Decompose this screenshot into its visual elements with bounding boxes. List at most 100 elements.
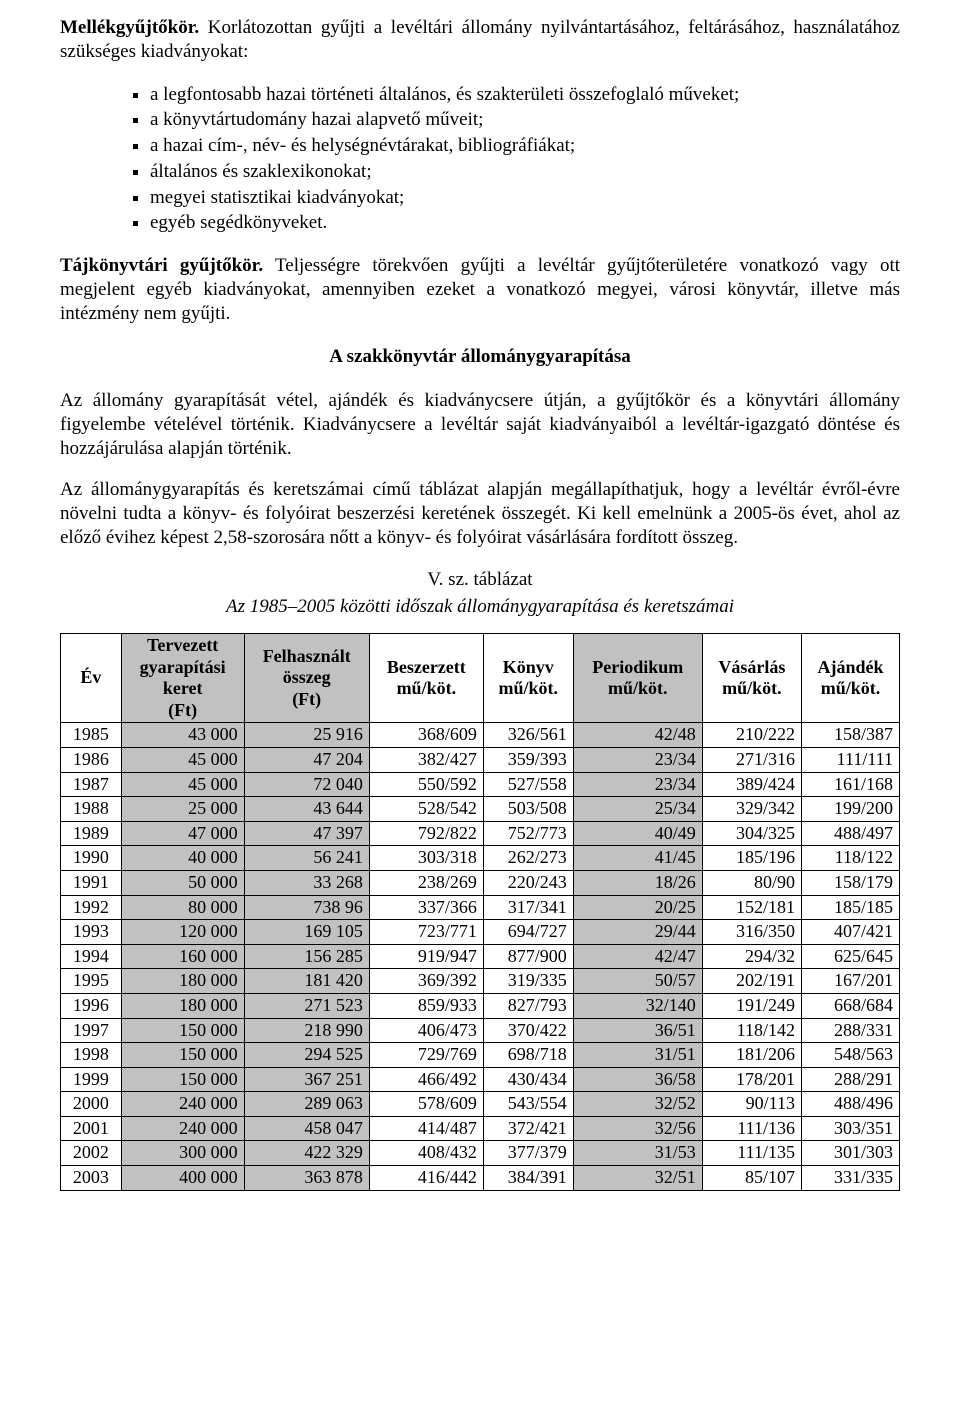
table-cell: 329/342 (702, 797, 801, 822)
table-cell: 698/718 (483, 1043, 573, 1068)
table-row: 198543 00025 916368/609326/56142/48210/2… (61, 723, 900, 748)
table-cell: 169 105 (244, 920, 369, 945)
table-cell: 458 047 (244, 1116, 369, 1141)
table-number: V. sz. táblázat (60, 568, 900, 592)
list-item: megyei statisztikai kiadványokat; (150, 185, 900, 211)
table-cell: 859/933 (369, 993, 483, 1018)
table-cell: 271 523 (244, 993, 369, 1018)
para-gyarapitas-2: Az állománygyarapítás és keretszámai cím… (60, 478, 900, 549)
table-cell: 42/48 (573, 723, 702, 748)
table-cell: 45 000 (121, 772, 244, 797)
table-cell: 178/201 (702, 1067, 801, 1092)
table-cell: 32/56 (573, 1116, 702, 1141)
table-cell: 31/53 (573, 1141, 702, 1166)
table-cell: 47 000 (121, 821, 244, 846)
table-cell: 503/508 (483, 797, 573, 822)
table-header-cell: Könyvmű/köt. (483, 634, 573, 723)
table-row: 198745 00072 040550/592527/55823/34389/4… (61, 772, 900, 797)
table-cell: 20/25 (573, 895, 702, 920)
table-cell: 72 040 (244, 772, 369, 797)
table-cell: 372/421 (483, 1116, 573, 1141)
table-cell: 528/542 (369, 797, 483, 822)
section-heading: A szakkönyvtár állománygyarapítása (60, 345, 900, 369)
table-cell: 220/243 (483, 870, 573, 895)
table-cell: 111/136 (702, 1116, 801, 1141)
table-cell: 369/392 (369, 969, 483, 994)
table-cell: 36/58 (573, 1067, 702, 1092)
table-cell: 416/442 (369, 1166, 483, 1191)
para1-lead: Mellékgyűjtőkör. (60, 17, 199, 38)
table-cell: 1990 (61, 846, 122, 871)
table-cell: 23/34 (573, 772, 702, 797)
table-cell: 18/26 (573, 870, 702, 895)
table-header-row: ÉvTervezettgyarapításikeret(Ft)Felhaszná… (61, 634, 900, 723)
table-cell: 150 000 (121, 1043, 244, 1068)
table-cell: 694/727 (483, 920, 573, 945)
table-cell: 160 000 (121, 944, 244, 969)
table-cell: 389/424 (702, 772, 801, 797)
table-cell: 238/269 (369, 870, 483, 895)
table-header-cell: Beszerzettmű/köt. (369, 634, 483, 723)
table-cell: 304/325 (702, 821, 801, 846)
table-cell: 1996 (61, 993, 122, 1018)
list-item: a könyvtártudomány hazai alapvető műveit… (150, 107, 900, 133)
table-row: 1994160 000156 285919/947877/90042/47294… (61, 944, 900, 969)
table-cell: 2003 (61, 1166, 122, 1191)
table-cell: 40/49 (573, 821, 702, 846)
table-cell: 50/57 (573, 969, 702, 994)
table-cell: 289 063 (244, 1092, 369, 1117)
table-cell: 85/107 (702, 1166, 801, 1191)
table-cell: 752/773 (483, 821, 573, 846)
table-header-cell: Vásárlásmű/köt. (702, 634, 801, 723)
table-cell: 32/52 (573, 1092, 702, 1117)
table-cell: 2001 (61, 1116, 122, 1141)
list-mellek: a legfontosabb hazai történeti általános… (60, 82, 900, 237)
table-cell: 161/168 (801, 772, 899, 797)
table-cell: 1987 (61, 772, 122, 797)
table-cell: 158/179 (801, 870, 899, 895)
table-cell: 384/391 (483, 1166, 573, 1191)
table-cell: 120 000 (121, 920, 244, 945)
table-cell: 488/497 (801, 821, 899, 846)
table-cell: 156 285 (244, 944, 369, 969)
table-cell: 40 000 (121, 846, 244, 871)
table-cell: 41/45 (573, 846, 702, 871)
table-cell: 210/222 (702, 723, 801, 748)
table-cell: 180 000 (121, 969, 244, 994)
table-row: 2001240 000458 047414/487372/42132/56111… (61, 1116, 900, 1141)
table-cell: 288/291 (801, 1067, 899, 1092)
table-cell: 47 204 (244, 747, 369, 772)
table-cell: 406/473 (369, 1018, 483, 1043)
table-cell: 2002 (61, 1141, 122, 1166)
table-cell: 25 000 (121, 797, 244, 822)
table-cell: 1992 (61, 895, 122, 920)
table-cell: 317/341 (483, 895, 573, 920)
table-cell: 422 329 (244, 1141, 369, 1166)
list-item: a legfontosabb hazai történeti általános… (150, 82, 900, 108)
table-cell: 111/135 (702, 1141, 801, 1166)
table-cell: 42/47 (573, 944, 702, 969)
table-cell: 1999 (61, 1067, 122, 1092)
table-cell: 400 000 (121, 1166, 244, 1191)
table-cell: 527/558 (483, 772, 573, 797)
table-cell: 167/201 (801, 969, 899, 994)
table-header-cell: Tervezettgyarapításikeret(Ft) (121, 634, 244, 723)
table-cell: 80/90 (702, 870, 801, 895)
table-row: 198825 00043 644528/542503/50825/34329/3… (61, 797, 900, 822)
table-cell: 2000 (61, 1092, 122, 1117)
table-cell: 1994 (61, 944, 122, 969)
table-cell: 185/196 (702, 846, 801, 871)
table-cell: 301/303 (801, 1141, 899, 1166)
table-cell: 668/684 (801, 993, 899, 1018)
table-cell: 25/34 (573, 797, 702, 822)
table-cell: 430/434 (483, 1067, 573, 1092)
table-header-cell: Periodikummű/köt. (573, 634, 702, 723)
table-cell: 111/111 (801, 747, 899, 772)
table-cell: 408/432 (369, 1141, 483, 1166)
table-header-cell: Év (61, 634, 122, 723)
table-cell: 729/769 (369, 1043, 483, 1068)
list-item: általános és szaklexikonokat; (150, 159, 900, 185)
table-cell: 738 96 (244, 895, 369, 920)
table-cell: 1989 (61, 821, 122, 846)
table-cell: 370/422 (483, 1018, 573, 1043)
